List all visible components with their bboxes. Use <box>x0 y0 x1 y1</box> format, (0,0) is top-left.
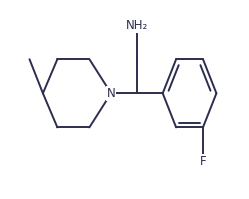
Text: N: N <box>107 87 116 100</box>
Text: F: F <box>200 155 206 168</box>
Text: NH₂: NH₂ <box>126 19 148 32</box>
